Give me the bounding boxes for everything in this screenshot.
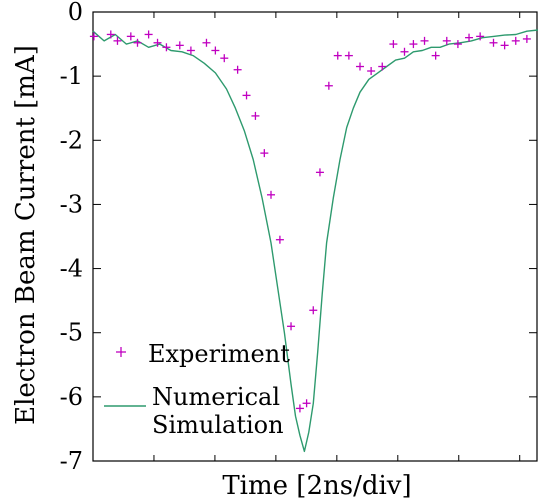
- legend-label-experiment: Experiment: [148, 340, 290, 368]
- y-tick-label: -2: [60, 126, 83, 154]
- experiment-point: [106, 30, 115, 39]
- experiment-point: [356, 62, 364, 71]
- y-tick-label: -5: [60, 319, 83, 347]
- experiment-point: [153, 38, 162, 47]
- y-tick-label: 0: [68, 0, 83, 26]
- experiment-point: [489, 38, 498, 47]
- y-axis-label: Electron Beam Current [mA]: [11, 45, 41, 425]
- experiment-point: [89, 32, 98, 41]
- experiment-point: [389, 40, 398, 49]
- legend: Experiment Numerical Simulation: [104, 340, 290, 439]
- y-tick-label: -4: [60, 255, 83, 283]
- experiment-point: [162, 43, 171, 52]
- experiment-point: [126, 32, 135, 41]
- plot-frame: [92, 11, 538, 462]
- x-axis-label: Time [2ns/div]: [222, 471, 411, 501]
- experiment-point: [242, 91, 251, 100]
- legend-label-simulation: Numerical Simulation: [152, 383, 284, 439]
- experiment-point: [275, 235, 284, 244]
- y-tick-label: -6: [60, 383, 83, 411]
- experiment-series: [89, 30, 531, 413]
- experiment-point: [409, 40, 418, 49]
- experiment-point: [333, 51, 342, 60]
- experiment-point: [295, 404, 304, 413]
- simulation-series: [92, 29, 538, 453]
- experiment-point: [400, 47, 409, 56]
- experiment-point: [260, 149, 269, 158]
- y-ticks: [93, 11, 537, 462]
- simulation-line: [92, 29, 538, 453]
- experiment-point: [522, 34, 531, 43]
- experiment-point: [144, 30, 153, 39]
- experiment-point: [378, 62, 387, 71]
- experiment-point: [465, 33, 474, 42]
- y-tick-label: -7: [60, 447, 83, 475]
- experiment-point: [476, 32, 485, 41]
- experiment-point: [233, 65, 242, 74]
- x-ticks: [153, 12, 521, 461]
- y-tick-label: -3: [60, 190, 83, 218]
- legend-item-simulation: Numerical Simulation: [104, 383, 284, 439]
- experiment-point: [175, 41, 184, 50]
- experiment-point: [302, 399, 311, 408]
- experiment-point: [133, 38, 142, 47]
- experiment-point: [344, 51, 353, 60]
- legend-item-experiment: Experiment: [116, 340, 290, 368]
- experiment-point: [267, 190, 275, 199]
- experiment-point: [324, 81, 333, 90]
- experiment-point: [287, 322, 296, 331]
- experiment-point: [500, 41, 509, 50]
- experiment-point: [442, 36, 451, 45]
- y-tick-label: -1: [60, 62, 83, 90]
- experiment-point: [511, 36, 520, 45]
- experiment-point: [309, 306, 318, 315]
- y-tick-labels: 0 -1 -2 -3 -4 -5 -6 -7: [60, 0, 83, 475]
- experiment-point: [367, 67, 376, 76]
- experiment-point: [220, 54, 229, 63]
- experiment-point: [420, 36, 429, 45]
- plot-border: [92, 11, 538, 462]
- experiment-point: [315, 168, 324, 177]
- experiment-point: [113, 36, 122, 45]
- experiment-point: [453, 40, 462, 49]
- experiment-point: [251, 111, 260, 120]
- experiment-point: [211, 46, 220, 55]
- experiment-point: [431, 51, 440, 60]
- experiment-point: [202, 38, 211, 47]
- experiment-point: [186, 46, 195, 55]
